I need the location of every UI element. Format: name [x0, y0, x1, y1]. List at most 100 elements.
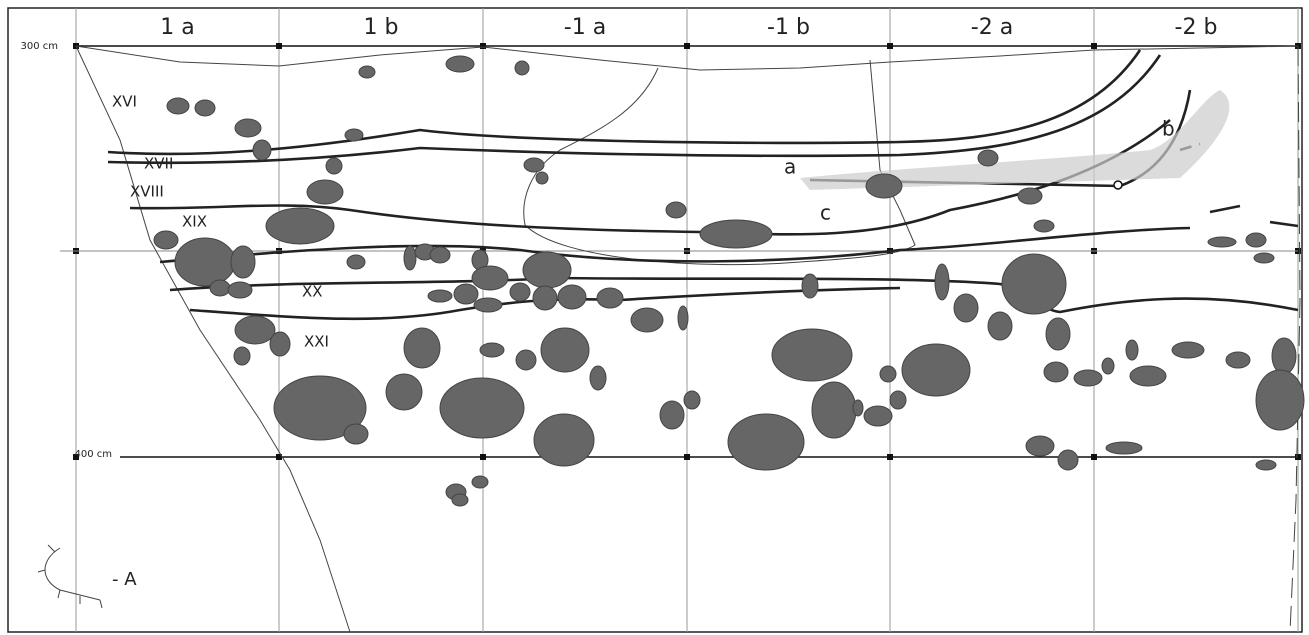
stone [1057, 449, 1079, 471]
stone [1255, 459, 1277, 471]
stone [403, 327, 441, 369]
stone [977, 149, 999, 167]
stone [230, 245, 256, 279]
stone [166, 97, 190, 115]
layer-label: XXI [304, 333, 329, 351]
stone [1045, 317, 1071, 351]
stone [234, 315, 276, 345]
stone [471, 265, 509, 291]
column-label: 1 a [160, 15, 194, 40]
stone [1025, 435, 1055, 457]
layer-label: XIX [182, 213, 207, 231]
legend-symbol [37, 544, 103, 609]
stone [953, 293, 979, 323]
stone [557, 284, 587, 310]
stone [427, 289, 453, 303]
stone [515, 349, 537, 371]
feature-label: a [784, 155, 796, 179]
stone [1207, 236, 1237, 248]
column-label: -2 b [1175, 15, 1218, 40]
feature-label: b [1162, 117, 1175, 141]
surface-line [75, 45, 1299, 71]
stone [453, 283, 479, 305]
depth-label: 400 cm [74, 449, 112, 460]
layer-label: XVI [112, 93, 137, 111]
stone [451, 493, 469, 507]
stone [659, 400, 685, 430]
stone [1105, 441, 1143, 455]
stone [1043, 361, 1069, 383]
column-label: 1 b [364, 15, 399, 40]
stone [901, 343, 971, 397]
shaded-lens [800, 90, 1230, 190]
stone [1255, 369, 1305, 431]
stratum-line [1209, 204, 1299, 228]
layer-label: XVIII [130, 183, 164, 201]
stone [934, 263, 950, 301]
stone [1073, 369, 1103, 387]
column-label: -2 a [971, 15, 1013, 40]
stone [227, 281, 253, 299]
stones [153, 55, 1305, 507]
stone [879, 365, 897, 383]
stone [325, 157, 343, 175]
stratum-line [107, 54, 1162, 165]
column-label: -1 a [564, 15, 606, 40]
stone [523, 157, 545, 173]
stone [630, 307, 664, 333]
stone [865, 173, 903, 199]
stone [699, 219, 773, 249]
stone [1129, 365, 1167, 387]
stone [1001, 253, 1067, 315]
stone [522, 251, 572, 289]
stone [471, 475, 489, 489]
stone [683, 390, 701, 410]
stone [1101, 357, 1115, 375]
stone [509, 282, 531, 302]
stone [665, 201, 687, 219]
stone [1017, 187, 1043, 205]
layer-label: XX [302, 283, 323, 301]
pit-outline [523, 59, 916, 266]
left-wall [75, 45, 351, 633]
stone [535, 171, 549, 185]
stone [153, 230, 179, 250]
legend-label: - A [112, 569, 137, 590]
stone [265, 207, 335, 245]
stone [439, 377, 525, 439]
stone [346, 254, 366, 270]
stone [1253, 252, 1275, 264]
stone [532, 285, 558, 311]
stone [863, 405, 893, 427]
stone [1033, 219, 1055, 233]
stone [801, 273, 819, 299]
stone [677, 305, 689, 331]
stone [1171, 341, 1205, 359]
stone [209, 279, 231, 297]
stone [233, 346, 251, 366]
stone [852, 399, 864, 417]
stone [514, 60, 530, 76]
stone [1225, 351, 1251, 369]
stone [358, 65, 376, 79]
stone [194, 99, 216, 117]
stone [533, 413, 595, 467]
depth-label: 300 cm [20, 41, 58, 52]
stone [269, 331, 291, 357]
stone [252, 139, 272, 161]
stone [1271, 337, 1297, 375]
stone [429, 246, 451, 264]
stone [771, 328, 853, 382]
stratum-line [169, 276, 1299, 314]
stone [174, 237, 236, 287]
stone [403, 245, 417, 271]
stone [596, 287, 624, 309]
stone [1125, 339, 1139, 361]
stone [343, 423, 369, 445]
stone [234, 118, 262, 138]
stone [385, 373, 423, 411]
stone [889, 390, 907, 410]
stone [344, 128, 364, 142]
frame [7, 7, 1303, 633]
